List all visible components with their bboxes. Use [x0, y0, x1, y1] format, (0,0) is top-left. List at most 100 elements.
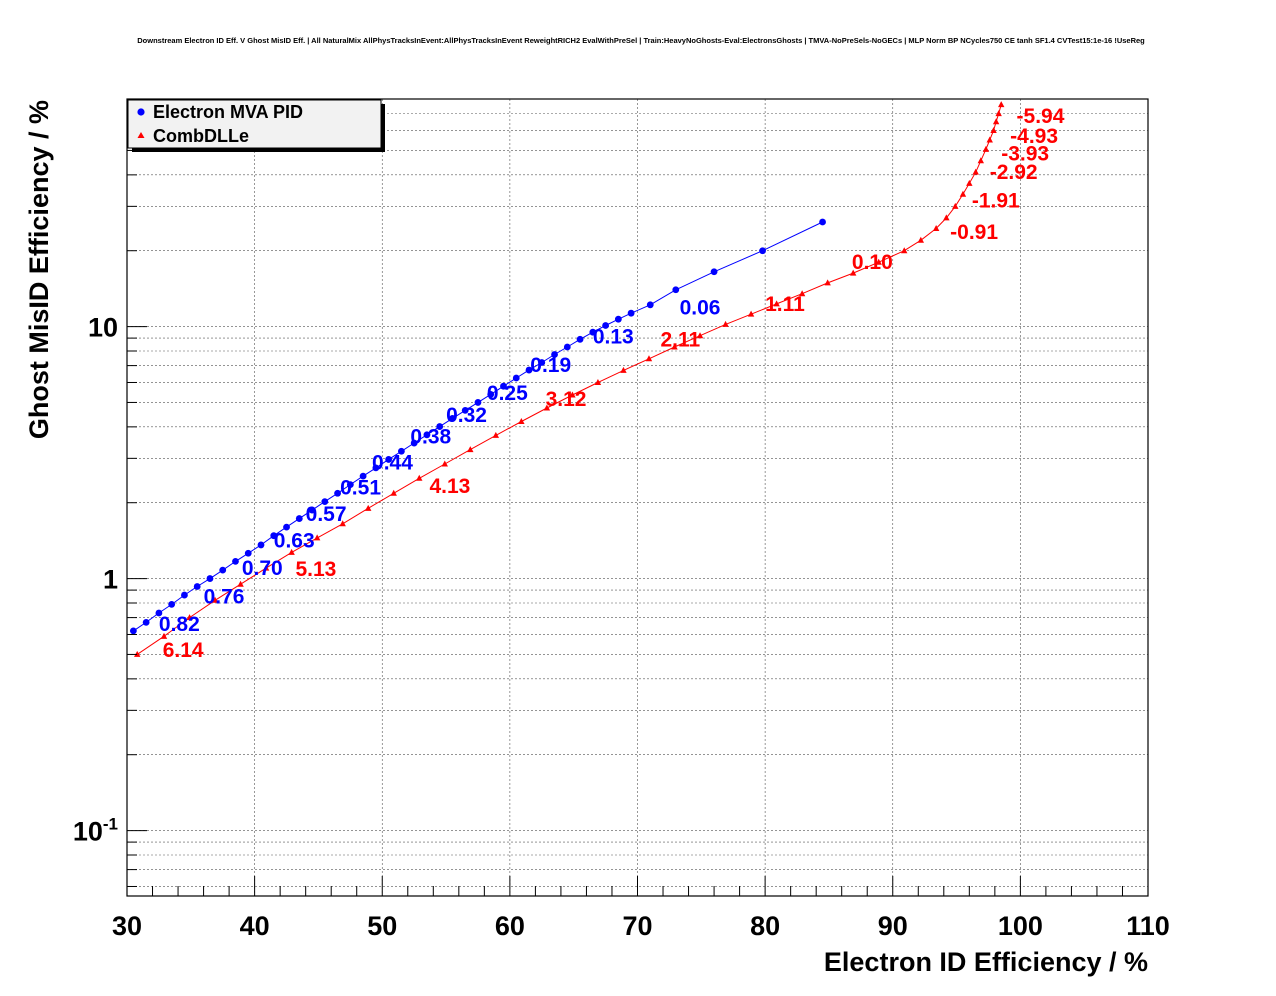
plot-area — [129, 101, 1005, 657]
data-point — [671, 343, 678, 350]
data-point — [461, 406, 469, 414]
data-point — [416, 474, 423, 481]
data-point — [492, 431, 500, 438]
data-point — [262, 564, 270, 571]
x-tick-label: 40 — [240, 911, 270, 941]
data-point — [589, 328, 597, 336]
data-point — [423, 431, 431, 439]
data-point — [244, 549, 252, 557]
data-point — [283, 523, 290, 531]
data-label: 0.63 — [274, 529, 315, 552]
data-label: 0.51 — [340, 476, 381, 499]
data-label: 0.82 — [159, 613, 200, 636]
data-point — [518, 418, 525, 425]
data-label: -0.91 — [950, 221, 998, 244]
data-label: 2.11 — [660, 329, 700, 352]
data-point — [390, 489, 397, 496]
data-label: -4.93 — [1010, 125, 1058, 148]
data-point — [474, 399, 482, 406]
data-point — [436, 423, 444, 430]
data-point — [759, 247, 766, 255]
data-point — [569, 391, 576, 398]
y-tick-label: 10-1 — [73, 815, 118, 847]
grid — [127, 98, 1148, 896]
series-combdlle — [134, 101, 1005, 657]
data-point — [932, 225, 940, 232]
data-point — [193, 583, 201, 590]
data-label: 0.19 — [530, 354, 571, 377]
data-point — [134, 650, 141, 657]
x-tick-label: 90 — [878, 911, 908, 941]
y-axis-title: Ghost MisID Efficiency / % — [24, 100, 54, 439]
data-point — [334, 489, 341, 497]
data-point — [441, 460, 448, 467]
data-point — [998, 101, 1005, 108]
data-point — [982, 145, 990, 152]
data-point — [819, 218, 826, 226]
x-tick-label: 30 — [112, 911, 142, 941]
data-point — [798, 290, 806, 297]
legend: Electron MVA PID CombDLLe — [127, 99, 385, 152]
data-label: -2.92 — [990, 161, 1038, 184]
data-point — [308, 506, 316, 514]
data-point — [372, 464, 380, 472]
data-point — [538, 359, 546, 366]
data-label: 0.44 — [372, 451, 413, 474]
data-point — [543, 404, 551, 411]
data-point — [365, 504, 372, 511]
data-label: 0.06 — [680, 297, 721, 320]
data-point — [168, 600, 176, 608]
data-point — [500, 382, 507, 390]
data-point — [747, 310, 755, 317]
data-point — [346, 481, 354, 489]
data-point — [972, 168, 979, 175]
data-point — [849, 269, 857, 276]
data-label: 1.11 — [765, 293, 805, 316]
data-point — [359, 472, 367, 480]
data-point — [576, 335, 584, 343]
data-point — [288, 548, 295, 555]
data-point — [696, 332, 704, 339]
y-tick-label: 10 — [88, 313, 118, 343]
data-point — [257, 541, 265, 549]
legend-marker-electron-mva-pid — [137, 108, 145, 116]
data-label: 0.76 — [204, 586, 245, 609]
data-point — [397, 447, 405, 455]
legend-label-combdlle: CombDLLe — [153, 126, 249, 146]
data-point — [917, 236, 925, 243]
data-point — [966, 179, 973, 186]
data-point — [449, 415, 456, 422]
data-point — [339, 520, 346, 527]
data-point — [990, 126, 997, 133]
data-point — [410, 439, 418, 447]
data-point — [722, 320, 729, 327]
data-label: 0.25 — [487, 382, 528, 405]
data-point — [995, 110, 1002, 117]
data-point — [551, 351, 558, 358]
data-label: -3.93 — [1001, 143, 1049, 166]
data-point — [313, 534, 321, 541]
annotations: 0.820.76 0.70 0.63 0.57 0.510.44 0.380.320.25… — [159, 105, 1065, 662]
x-tick-label: 50 — [367, 911, 397, 941]
data-point — [129, 627, 137, 635]
data-point — [594, 378, 602, 385]
data-point — [219, 566, 227, 574]
data-point — [181, 591, 188, 599]
legend-marker-combdlle — [137, 132, 145, 138]
data-point — [959, 190, 967, 197]
x-tick-label: 110 — [1126, 911, 1170, 941]
data-point — [525, 366, 533, 374]
data-point — [487, 391, 495, 398]
x-tick-label: 70 — [622, 911, 652, 941]
data-label: -1.91 — [972, 189, 1020, 212]
data-point — [986, 136, 993, 143]
data-label: 0.10 — [852, 251, 893, 274]
data-point — [824, 279, 831, 286]
data-label: 0.57 — [306, 503, 347, 526]
data-point — [160, 632, 168, 639]
data-point — [977, 157, 985, 164]
data-point — [512, 374, 520, 382]
data-point — [155, 609, 163, 617]
